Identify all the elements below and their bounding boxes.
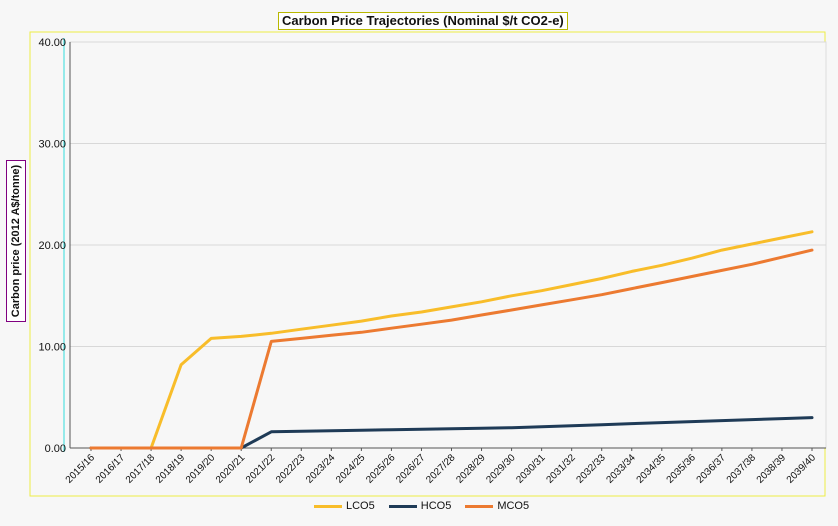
series-lines — [89, 230, 814, 450]
legend-swatch — [465, 504, 494, 508]
x-tick-label: 2032/33 — [574, 452, 608, 486]
x-tick-label: 2034/35 — [635, 452, 669, 486]
y-tick-label: 10.00 — [38, 342, 66, 354]
chart-title: Carbon Price Trajectories (Nominal $/t C… — [278, 12, 568, 30]
legend-label: MCO5 — [497, 500, 530, 512]
x-tick-label: 2018/19 — [154, 452, 188, 486]
x-tick-label: 2027/28 — [424, 452, 458, 486]
y-tick-label: 40.00 — [38, 37, 66, 49]
x-tick-label: 2023/24 — [304, 452, 338, 486]
x-tick-label: 2038/39 — [755, 452, 789, 486]
legend-swatch — [314, 504, 342, 508]
x-tick-label: 2017/18 — [124, 452, 158, 486]
legend-item-mco5: MCO5 — [465, 500, 529, 512]
y-axis-label-text: Carbon price (2012 A$/tonne) — [10, 164, 22, 318]
series-line-mco5 — [89, 248, 814, 450]
y-axis-ticks: 0.00 10.00 20.00 30.00 40.00 — [38, 37, 66, 455]
x-tick-label: 2020/21 — [214, 452, 248, 486]
legend-item-lco5: LCO5 — [314, 500, 375, 512]
x-axis-ticks: 2015/162016/172017/182018/192019/202020/… — [64, 448, 819, 486]
legend-swatch — [388, 504, 417, 508]
x-tick-label: 2025/26 — [364, 452, 398, 486]
x-tick-label: 2019/20 — [184, 452, 218, 486]
x-tick-label: 2033/34 — [605, 452, 639, 486]
y-tick-label: 30.00 — [38, 139, 66, 151]
y-axis-label: Carbon price (2012 A$/tonne) — [6, 160, 26, 322]
legend-label: HCO5 — [420, 500, 452, 512]
x-tick-label: 2028/29 — [454, 452, 488, 486]
gridlines — [70, 41, 826, 347]
x-tick-label: 2024/25 — [334, 452, 368, 486]
x-tick-label: 2035/36 — [665, 452, 699, 486]
x-tick-label: 2039/40 — [785, 452, 819, 486]
x-tick-label: 2026/27 — [394, 452, 428, 486]
x-tick-label: 2031/32 — [544, 452, 578, 486]
x-tick-label: 2021/22 — [244, 452, 278, 486]
x-tick-label: 2016/17 — [94, 452, 128, 486]
x-tick-label: 2036/37 — [695, 452, 729, 486]
x-tick-label: 2015/16 — [64, 452, 98, 486]
series-line-lco5 — [89, 230, 814, 450]
legend-item-hco5: HCO5 — [388, 500, 452, 512]
legend-label: LCO5 — [346, 500, 375, 512]
legend: LCO5 HCO5 MCO5 — [314, 500, 529, 512]
y-tick-label: 20.00 — [38, 240, 66, 252]
y-tick-label: 0.00 — [45, 443, 66, 455]
x-tick-label: 2022/23 — [274, 452, 308, 486]
x-tick-label: 2029/30 — [484, 452, 518, 486]
x-tick-label: 2030/31 — [514, 452, 548, 486]
x-tick-label: 2037/38 — [725, 452, 759, 486]
